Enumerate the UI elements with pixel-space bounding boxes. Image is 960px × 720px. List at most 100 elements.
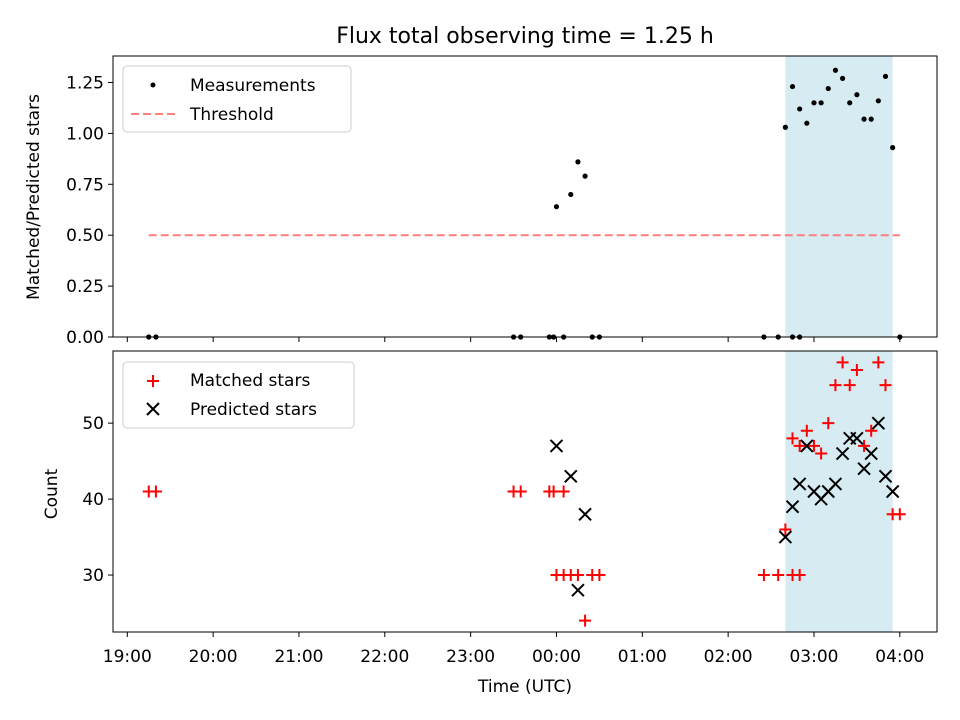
predicted-star-point — [835, 446, 850, 461]
chart-title: Flux total observing time = 1.25 h — [336, 24, 714, 49]
x-tick-label: 19:00 — [103, 647, 152, 667]
matched-star-point — [843, 379, 856, 392]
predicted-star-point — [549, 439, 564, 453]
matched-star-point — [872, 356, 885, 369]
matched-star-point — [547, 485, 560, 498]
predicted-star-point — [828, 477, 843, 491]
y-tick-label: 0.50 — [66, 226, 104, 246]
measurement-point — [568, 191, 574, 198]
predicted-star-point — [857, 462, 871, 476]
observing-window-shade — [785, 351, 893, 632]
measurement-point — [789, 83, 796, 90]
x-tick-label: 20:00 — [189, 647, 238, 667]
matched-star-point — [779, 523, 792, 536]
count-y-label: Count — [42, 468, 62, 519]
count-panel: 30 40 50 19:00 20:00 21:00 22:00 23:00 00:00 01:… — [42, 350, 938, 667]
y-tick-label: 30 — [82, 566, 104, 586]
predicted-star-point — [850, 431, 864, 446]
legend-matched-marker — [147, 375, 159, 387]
matched-star-point — [772, 569, 785, 582]
measurement-point — [875, 98, 881, 104]
measurement-point — [890, 145, 896, 151]
predicted-star-point — [800, 439, 814, 453]
predicted-star-point — [785, 499, 800, 514]
predicted-star-point — [792, 477, 807, 491]
ratio-legend-box — [122, 65, 352, 133]
x-tick-label: 23:00 — [446, 647, 495, 667]
matched-star-point — [793, 439, 806, 452]
y-tick-label: 1.00 — [66, 124, 104, 144]
x-tick-label: 02:00 — [704, 647, 753, 667]
measurement-point — [847, 100, 853, 106]
matched-star-point — [571, 569, 584, 582]
legend-measurements-marker — [150, 82, 156, 88]
matched-star-point — [557, 485, 570, 498]
matched-star-point — [879, 379, 892, 392]
count-legend: Matched stars Predicted stars — [122, 361, 355, 429]
matched-star-point — [836, 356, 849, 369]
measurement-point — [575, 159, 581, 165]
matched-star-point — [593, 569, 606, 582]
y-tick-label: 0.00 — [66, 328, 104, 348]
x-axis-label: Time (UTC) — [477, 677, 572, 697]
y-tick-label: 40 — [82, 490, 104, 510]
x-tick-label: 01:00 — [618, 647, 667, 667]
predicted-star-point — [864, 446, 878, 461]
matched-star-point — [579, 614, 592, 627]
ratio-y-label: Matched/Predicted stars — [24, 94, 44, 300]
legend-threshold-label: Threshold — [189, 105, 274, 125]
x-tick-label: 03:00 — [789, 647, 838, 667]
matched-star-point — [815, 447, 828, 460]
matched-star-point — [149, 485, 162, 498]
ratio-panel: 0.00 0.25 0.50 0.75 1.00 1.25 Matched/Predict… — [24, 55, 938, 348]
predicted-star-point — [878, 469, 893, 484]
count-x-ticks: 19:00 20:00 21:00 22:00 23:00 00:00 01:00 02:00… — [103, 632, 924, 667]
measurement-point — [882, 73, 889, 79]
matched-star-point — [800, 424, 813, 437]
y-tick-label: 1.25 — [66, 73, 104, 93]
predicted-star-point — [778, 530, 793, 544]
y-tick-label: 50 — [82, 414, 104, 434]
measurement-point — [553, 204, 560, 210]
matched-star-point — [893, 508, 906, 521]
y-tick-label: 0.25 — [66, 277, 104, 297]
x-tick-label: 04:00 — [875, 647, 924, 667]
measurement-point — [818, 100, 824, 106]
predicted-star-point — [885, 484, 900, 499]
predicted-star-point — [571, 583, 585, 597]
y-tick-label: 0.75 — [66, 175, 104, 195]
legend-predicted-marker — [146, 402, 160, 416]
measurement-point — [782, 124, 788, 130]
measurement-point — [811, 100, 817, 106]
matched-star-point — [850, 363, 863, 376]
matched-star-point — [822, 417, 835, 430]
count-panel-frame — [112, 350, 938, 633]
count-y-ticks: 30 40 50 — [82, 414, 113, 586]
measurement-point — [797, 106, 803, 112]
matched-star-point — [865, 424, 878, 437]
legend-measurements-label: Measurements — [190, 76, 316, 96]
matched-star-point — [757, 569, 770, 582]
matched-star-point — [514, 485, 527, 498]
ratio-y-ticks: 0.00 0.25 0.50 0.75 1.00 1.25 — [66, 73, 113, 348]
ratio-legend: Measurements Threshold — [122, 65, 352, 133]
x-tick-label: 00:00 — [532, 647, 581, 667]
matched-star-point — [829, 379, 842, 392]
matched-star-point — [786, 432, 799, 445]
measurement-point — [839, 75, 846, 81]
measurement-point — [854, 92, 860, 98]
measurement-point — [582, 173, 588, 179]
ratio-x-ticks — [126, 337, 901, 342]
ratio-panel-frame — [112, 55, 938, 338]
count-legend-box — [122, 361, 355, 429]
measurement-point — [868, 116, 874, 122]
predicted-star-point — [871, 416, 886, 430]
x-tick-label: 21:00 — [274, 647, 323, 667]
legend-matched-label: Matched stars — [190, 371, 310, 391]
matched-star-point — [858, 439, 871, 452]
predicted-star-point — [578, 507, 592, 521]
measurement-point — [825, 85, 831, 92]
measurement-point — [832, 67, 839, 73]
matched-star-point — [807, 439, 820, 452]
